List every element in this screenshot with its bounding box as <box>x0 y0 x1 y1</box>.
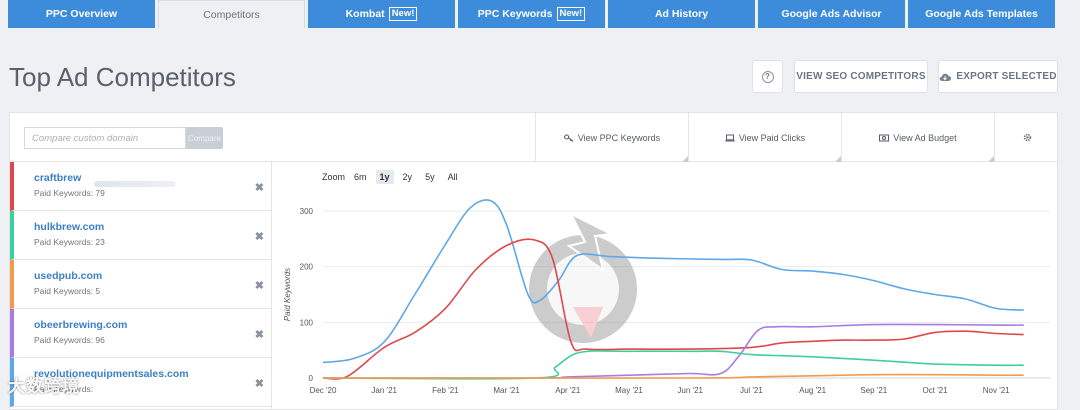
paid-keywords-chart: Zoom 6m 1y 2y 5y All 0 100 200 300 Paid Keywords… <box>273 162 1059 410</box>
watermark-text: 大数跨境 <box>8 377 80 396</box>
tab-label: Google Ads Advisor <box>781 8 882 20</box>
competitor-domain-link[interactable]: revolutionequipmentsales.com <box>34 368 189 380</box>
cloud-download-icon <box>940 73 952 81</box>
remove-competitor-icon[interactable]: ✖ <box>254 378 264 390</box>
remove-competitor-icon[interactable]: ✖ <box>254 231 264 243</box>
zoom-5y-button[interactable]: 5y <box>425 172 435 182</box>
page-title: Top Ad Competitors <box>9 62 236 92</box>
view-seo-competitors-button[interactable]: VIEW SEO COMPETITORS <box>794 60 928 93</box>
view-ppc-keywords-button[interactable]: View PPC Keywords <box>535 113 688 162</box>
tab-label: PPC Overview <box>45 8 118 20</box>
series-line-revolutionequipmentsales-com <box>322 199 1024 364</box>
help-icon: ? <box>761 70 774 83</box>
competitor-item[interactable]: obeerbrewing.com Paid Keywords: 96 ✖ <box>10 309 271 358</box>
zoom-1y-button[interactable]: 1y <box>375 170 394 184</box>
export-button-label: EXPORT SELECTED <box>956 71 1057 82</box>
competitor-item[interactable]: usedpub.com Paid Keywords: 5 ✖ <box>10 260 271 309</box>
x-tick-label: Jul '21 <box>740 386 763 395</box>
x-tick-label: Dec '20 <box>310 386 337 395</box>
y-axis-label: Paid Keywords <box>283 268 292 321</box>
competitor-paid-keywords: Paid Keywords: <box>34 384 94 394</box>
x-tick-label: Aug '21 <box>799 386 826 395</box>
dropdown-corner-icon <box>835 156 841 162</box>
x-tick-label: May '21 <box>615 386 643 395</box>
compare-domain-input[interactable] <box>24 127 186 149</box>
zoom-all-button[interactable]: All <box>447 172 458 182</box>
remove-competitor-icon[interactable]: ✖ <box>254 182 264 194</box>
x-tick-label: Mar '21 <box>493 386 520 395</box>
competitor-paid-keywords: Paid Keywords: 23 <box>34 237 105 247</box>
tab-ad-history[interactable]: Ad History <box>608 0 755 28</box>
tab-competitors[interactable]: Competitors <box>158 0 305 28</box>
tab-ppc-overview[interactable]: PPC Overview <box>8 0 155 28</box>
tab-label: PPC Keywords <box>477 8 553 20</box>
zoom-2y-button[interactable]: 2y <box>402 172 413 182</box>
y-tick-label: 0 <box>309 374 314 383</box>
watermark-logo-icon <box>529 211 637 343</box>
competitor-item[interactable]: hulkbrew.com Paid Keywords: 23 ✖ <box>10 211 271 260</box>
y-tick-label: 100 <box>300 318 314 327</box>
competitor-domain-link[interactable]: hulkbrew.com <box>34 221 105 233</box>
zoom-6m-button[interactable]: 6m <box>354 172 367 182</box>
remove-competitor-icon[interactable]: ✖ <box>254 329 264 341</box>
tab-label: Competitors <box>203 8 260 21</box>
compare-button-label: Compare <box>188 133 221 143</box>
competitor-item[interactable]: revolutionequipmentsales.com Paid Keyword… <box>10 358 271 407</box>
key-icon <box>563 133 574 142</box>
panel-toolbar: Compare View PPC Keywords View Paid Clic… <box>10 113 1057 162</box>
series-line-craftbrew <box>322 238 1024 380</box>
series-line-usedpub-com <box>322 373 1024 379</box>
view-paid-clicks-button[interactable]: View Paid Clicks <box>688 113 841 162</box>
x-tick-label: Jun '21 <box>677 386 703 395</box>
new-badge: New! <box>556 7 586 21</box>
dropdown-corner-icon <box>682 156 688 162</box>
x-tick-label: Sep '21 <box>860 386 887 395</box>
new-badge: New! <box>388 7 418 21</box>
view-ad-budget-label: View Ad Budget <box>893 132 957 143</box>
tab-google-ads-advisor[interactable]: Google Ads Advisor <box>758 0 905 28</box>
redacted-domain-blur <box>94 181 176 187</box>
tab-kombat[interactable]: Kombat New! <box>308 0 455 28</box>
competitor-paid-keywords: Paid Keywords: 5 <box>34 286 101 296</box>
series-line-hulkbrew-com <box>322 350 1024 380</box>
view-ad-budget-button[interactable]: View Ad Budget <box>841 113 994 162</box>
view-ppc-keywords-label: View PPC Keywords <box>577 132 661 143</box>
tab-google-ads-templates[interactable]: Google Ads Templates <box>908 0 1055 28</box>
tab-ppc-keywords[interactable]: PPC Keywords New! <box>458 0 605 28</box>
tab-label: Google Ads Templates <box>925 8 1038 20</box>
y-tick-label: 300 <box>300 207 314 216</box>
competitor-paid-keywords: Paid Keywords: 96 <box>34 335 105 345</box>
money-icon <box>879 134 890 141</box>
top-nav-tabs: PPC Overview Competitors Kombat New! PPC Key… <box>8 0 1055 28</box>
x-tick-label: Feb '21 <box>432 386 459 395</box>
competitor-item[interactable]: craftbrew Paid Keywords: 79 ✖ <box>10 162 271 211</box>
gear-icon <box>1023 133 1031 142</box>
zoom-controls: Zoom 6m 1y 2y 5y All <box>322 170 462 184</box>
competitor-domain-link[interactable]: obeerbrewing.com <box>34 319 128 331</box>
y-tick-label: 200 <box>300 263 314 272</box>
competitor-domain-link[interactable]: craftbrew <box>34 172 82 184</box>
competitors-panel: Compare View PPC Keywords View Paid Clic… <box>9 112 1058 410</box>
x-tick-label: Apr '21 <box>555 386 581 395</box>
chart-svg: 0 100 200 300 Paid Keywords Dec '20 Jan '21 Feb… <box>283 199 1050 395</box>
tab-label: Ad History <box>654 8 709 20</box>
laptop-icon <box>725 134 735 141</box>
competitor-paid-keywords: Paid Keywords: 79 <box>34 188 105 198</box>
view-paid-clicks-label: View Paid Clicks <box>738 132 806 143</box>
competitor-domain-link[interactable]: usedpub.com <box>34 270 103 282</box>
zoom-label: Zoom <box>322 172 346 182</box>
competitor-list: craftbrew Paid Keywords: 79 ✖ hulkbrew.com P… <box>10 162 272 410</box>
remove-competitor-icon[interactable]: ✖ <box>254 280 264 292</box>
compare-button[interactable]: Compare <box>186 127 223 149</box>
export-selected-button[interactable]: EXPORT SELECTED <box>938 60 1058 93</box>
help-button[interactable]: ? <box>752 60 783 93</box>
tab-label: Kombat <box>345 8 385 20</box>
dropdown-corner-icon <box>988 156 994 162</box>
settings-button[interactable] <box>994 113 1059 162</box>
x-tick-label: Nov '21 <box>983 386 1010 395</box>
seo-button-label: VIEW SEO COMPETITORS <box>796 71 926 82</box>
x-tick-label: Jan '21 <box>371 386 397 395</box>
x-tick-label: Oct '21 <box>922 386 948 395</box>
